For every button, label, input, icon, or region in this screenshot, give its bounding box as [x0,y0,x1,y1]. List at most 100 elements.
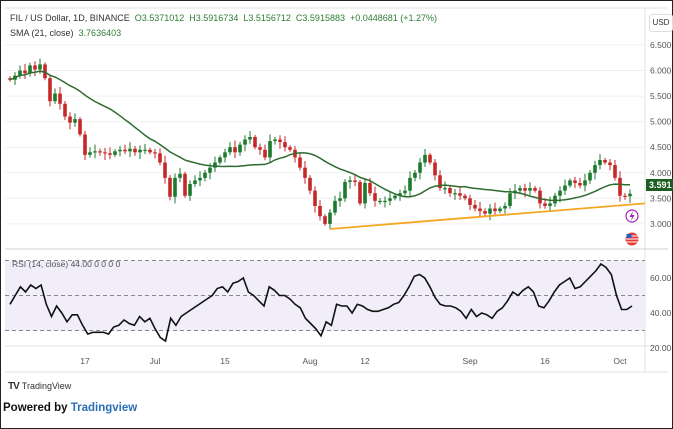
candle [378,198,382,205]
candle [268,134,272,164]
lightning-icon[interactable] [625,209,639,223]
candle-body [313,190,317,206]
candle-body [473,204,477,209]
candle-body [68,116,72,123]
candle-body [268,141,272,158]
candle-body [533,188,537,191]
candle [568,178,572,188]
candle [443,181,447,194]
candle-body [453,193,457,195]
candle [218,155,222,165]
candle-body [83,134,87,155]
candle [328,209,332,229]
candle-body [333,200,337,213]
candle-body [448,188,452,194]
candle-body [558,190,562,196]
candle [503,202,507,214]
candle [143,143,147,155]
rsi-line [9,262,633,343]
symbol-legend: FIL / US Dollar, 1D, BINANCE O3.5371012 … [10,13,437,23]
candle [423,148,427,167]
candle [418,158,422,180]
candle-body [143,149,147,151]
powered-brand-link[interactable]: Tradingview [70,402,138,414]
candle-body [408,177,412,191]
candle [383,196,387,208]
time-tick-label: Jul [150,356,161,366]
currency-button[interactable]: USD [649,14,673,32]
us-flag-canton [626,234,632,238]
rsi-legend[interactable]: RSI (14, close) 44.00 0 0 0 0 [12,259,121,269]
sma-legend[interactable]: SMA (21, close) 3.7636403 [10,28,121,38]
candle [628,189,632,203]
candle-body [598,159,602,166]
candle-body [308,177,312,191]
candle-body [213,162,217,168]
candle [433,158,437,181]
candle-body [108,153,112,155]
candle [133,145,137,156]
candle [68,112,72,130]
time-tick-label: 17 [80,356,90,366]
candle [118,146,122,157]
candle-body [258,147,262,150]
candle [623,192,627,200]
candle-body [608,162,612,166]
sma-value: 3.7636403 [78,28,122,38]
candle-body [583,180,587,186]
candle-body [363,182,367,204]
tradingview-logo-text: TradingView [21,381,72,391]
candle [128,142,132,158]
candle [473,199,477,212]
candle [73,113,77,128]
candle-body [573,180,577,183]
candle [23,63,27,79]
candle-body [198,177,202,181]
candle [213,156,217,172]
candle [93,144,97,159]
candle-body [488,208,492,214]
candle [28,62,32,77]
candle-body [353,180,357,182]
candle [313,186,317,213]
candle [348,176,352,189]
lightning-icon-bolt [629,211,635,221]
candle [323,214,327,226]
support-trendline[interactable] [329,202,646,230]
candle [298,152,302,171]
candle-body [103,152,107,154]
candle [573,176,577,189]
open-value: O3.5371012 [134,13,185,23]
candle-body [38,64,42,70]
candle [138,145,142,159]
candle [413,169,417,182]
candle [58,86,62,110]
close-value: C3.5915883 [295,13,345,23]
candle-body [218,157,222,163]
candle [578,177,582,189]
candle-body [378,200,382,203]
candle-body [498,208,502,212]
candle-body [403,190,407,194]
candle [108,147,112,160]
candle-body [483,211,487,214]
change-value: +0.0448681 (+1.27%) [349,13,438,23]
candle [333,195,337,216]
candle-body [73,119,77,123]
candle [163,155,167,184]
candle [78,117,82,137]
candle-body [283,142,287,148]
candle-body [548,203,552,206]
candle [233,140,237,159]
candle [183,171,187,198]
candle [178,167,182,183]
candle [43,62,47,81]
us-flag-icon[interactable] [625,232,639,246]
candle [158,148,162,166]
candle [273,136,277,145]
candle [258,143,262,155]
candle-body [48,78,52,102]
time-tick-label: 12 [360,356,370,366]
tradingview-logo[interactable]: TV TradingView [8,381,71,392]
